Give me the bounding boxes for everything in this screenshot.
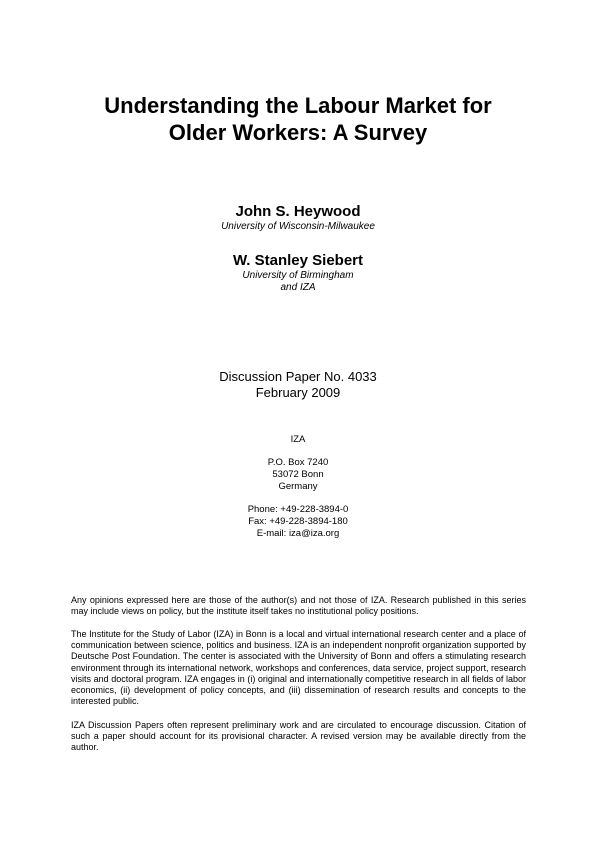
fax: Fax: +49-228-3894-180: [248, 516, 348, 527]
affiliation-line: University of Wisconsin-Milwaukee: [221, 221, 375, 232]
spacer: [0, 446, 596, 457]
address-line: 53072 Bonn: [272, 469, 324, 480]
iza-name: IZA: [290, 434, 306, 445]
disclaimer-paragraph-1: Any opinions expressed here are those of…: [71, 595, 526, 617]
disclaimer-paragraph-3: IZA Discussion Papers often represent pr…: [71, 720, 526, 754]
discussion-paper-date: February 2009: [255, 385, 341, 400]
address-line: Germany: [278, 481, 318, 492]
address-line: P.O. Box 7240: [267, 457, 329, 468]
discussion-paper-info: Discussion Paper No. 4033 February 2009: [0, 369, 596, 401]
spacer: [0, 493, 596, 504]
author-name: John S. Heywood: [235, 203, 361, 220]
author-affiliation: University of Birmingham and IZA: [0, 270, 596, 294]
title-line-2: Older Workers: A Survey: [168, 120, 428, 145]
title-line-1: Understanding the Labour Market for: [104, 93, 492, 118]
discussion-paper-number: Discussion Paper No. 4033: [219, 369, 377, 384]
affiliation-line: and IZA: [280, 282, 316, 293]
author-block-1: John S. Heywood University of Wisconsin-…: [0, 203, 596, 233]
paper-title: Understanding the Labour Market for Olde…: [0, 92, 596, 146]
iza-contact-block: IZA P.O. Box 7240 53072 Bonn Germany Pho…: [0, 434, 596, 540]
disclaimer-text: IZA Discussion Papers often represent pr…: [71, 720, 526, 753]
affiliation-line: University of Birmingham: [242, 270, 354, 281]
author-block-2: W. Stanley Siebert University of Birming…: [0, 252, 596, 294]
phone: Phone: +49-228-3894-0: [247, 504, 349, 515]
email: E-mail: iza@iza.org: [256, 528, 340, 539]
disclaimer-paragraph-2: The Institute for the Study of Labor (IZ…: [71, 629, 526, 707]
author-affiliation: University of Wisconsin-Milwaukee: [0, 221, 596, 233]
disclaimer-text: The Institute for the Study of Labor (IZ…: [71, 629, 526, 707]
disclaimer-text: Any opinions expressed here are those of…: [71, 595, 526, 617]
author-name: W. Stanley Siebert: [232, 252, 364, 269]
